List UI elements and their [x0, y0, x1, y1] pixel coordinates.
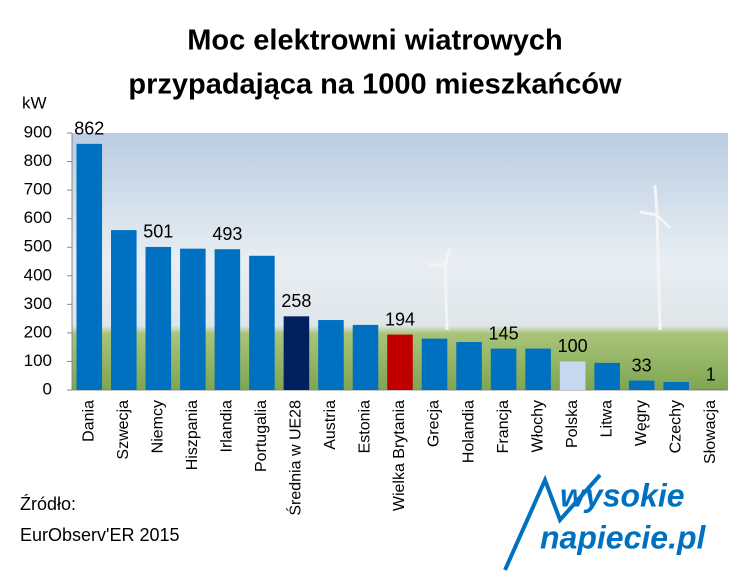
x-tick-label: Włochy — [529, 400, 546, 452]
value-label: 862 — [74, 119, 104, 139]
bar — [525, 348, 551, 390]
x-tick-label: Francja — [495, 400, 512, 453]
value-label: 33 — [632, 355, 652, 375]
y-tick-label: 0 — [43, 379, 52, 398]
bar — [318, 320, 344, 390]
x-tick-label: Litwa — [598, 400, 615, 437]
bar — [352, 324, 379, 390]
y-tick-label: 400 — [24, 265, 52, 284]
value-label: 501 — [143, 222, 173, 242]
x-tick-label: Węgry — [633, 400, 650, 446]
chart-title: przypadająca na 1000 mieszkańców — [128, 69, 622, 101]
y-tick-label: 900 — [24, 122, 52, 141]
x-tick-label: Portugalia — [253, 400, 270, 472]
x-tick-label: Niemcy — [150, 400, 167, 453]
x-tick-label: Czechy — [667, 400, 684, 453]
bar — [249, 255, 275, 390]
bar — [421, 338, 448, 390]
bar — [214, 249, 241, 390]
y-tick-label: 700 — [24, 180, 52, 199]
value-label: 1 — [706, 364, 716, 384]
wind-turbine — [430, 184, 672, 331]
x-tick-label: Grecja — [426, 400, 443, 447]
value-label: 100 — [558, 336, 588, 356]
source: Źródło: — [20, 494, 76, 514]
bar — [145, 246, 172, 390]
bar — [594, 362, 620, 390]
value-label: 493 — [212, 224, 242, 244]
x-tick-label: Polska — [564, 400, 581, 448]
x-tick-label: Dania — [80, 400, 97, 442]
y-tick-label: 600 — [24, 208, 52, 227]
x-tick-label: Średnia w UE28 — [286, 400, 305, 516]
bar — [559, 361, 586, 390]
y-tick-label: 500 — [24, 237, 52, 256]
y-tick-label: 300 — [24, 294, 52, 313]
x-tick-label: Słowacja — [702, 400, 719, 464]
x-tick-label: Irlandia — [219, 400, 236, 453]
bar — [387, 334, 413, 390]
logo-bolt — [503, 473, 602, 571]
x-tick-label: Hiszpania — [184, 400, 201, 470]
source: EurObserv'ER 2015 — [20, 525, 180, 545]
x-tick-label: Holandia — [460, 400, 477, 463]
bar — [76, 143, 103, 390]
chart-title: Moc elektrowni wiatrowych — [187, 25, 562, 57]
y-tick-label: 200 — [24, 322, 52, 341]
bar — [180, 248, 206, 390]
y-tick-label: 800 — [24, 151, 52, 170]
bar — [456, 342, 482, 390]
bar — [111, 230, 137, 390]
value-label: 258 — [281, 291, 311, 311]
x-tick-label: Austria — [322, 400, 339, 450]
value-label: 194 — [385, 309, 415, 329]
bar — [490, 348, 517, 390]
bar — [283, 316, 310, 390]
y-axis-label: kW — [22, 93, 47, 112]
x-tick-label: Estonia — [357, 400, 374, 453]
x-tick-label: Wielka Brytania — [391, 400, 408, 511]
logo: napiecie.pl — [540, 519, 707, 555]
x-tick-label: Szwecja — [115, 400, 132, 460]
y-tick-label: 100 — [24, 351, 52, 370]
value-label: 145 — [489, 323, 519, 343]
bar — [628, 380, 655, 390]
bar — [663, 382, 689, 390]
logo: wysokie — [560, 477, 685, 513]
